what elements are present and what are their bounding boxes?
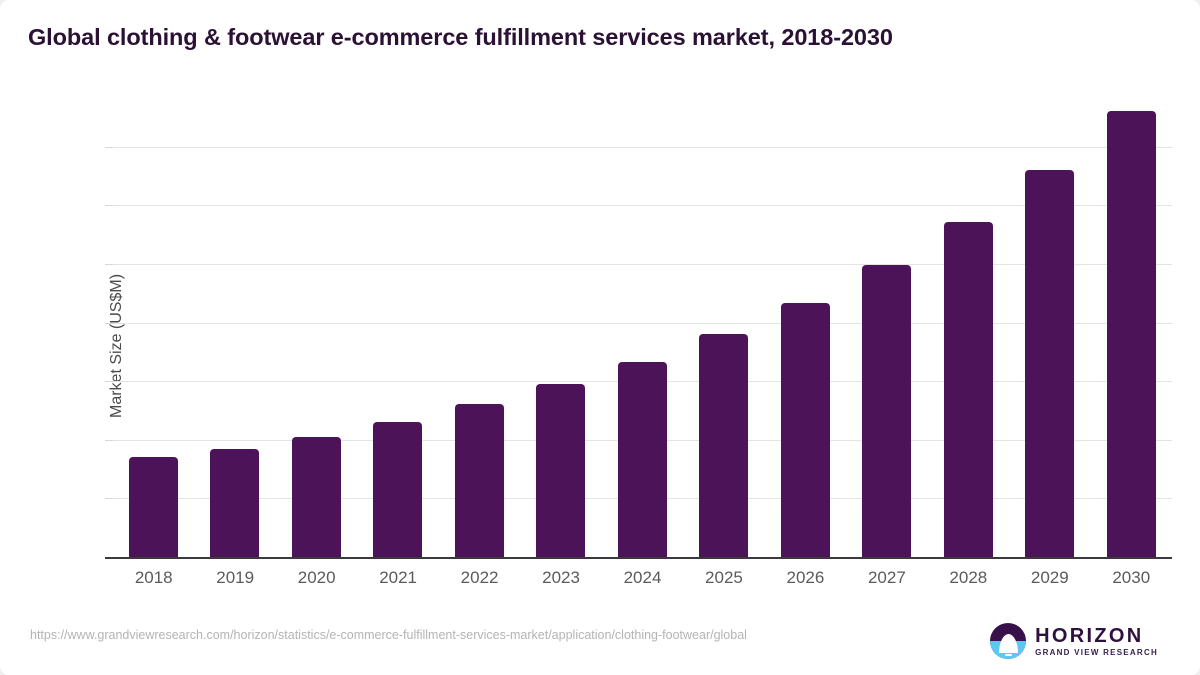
bar[interactable]: [373, 421, 423, 557]
bar[interactable]: [1025, 170, 1075, 557]
bar[interactable]: [291, 436, 341, 557]
bar-slot: [765, 100, 846, 557]
x-axis-tick-label: 2030: [1112, 568, 1151, 587]
bar-slot: [1091, 100, 1172, 557]
y-axis-tick-mark: [105, 381, 113, 383]
x-axis-line: [105, 557, 1172, 559]
bar-slot: [846, 100, 927, 557]
bar[interactable]: [699, 334, 749, 557]
y-axis-tick-mark: [105, 205, 113, 207]
gridline: [113, 205, 1172, 207]
bar-slot: [683, 100, 764, 557]
logo-ray-2: [1002, 650, 1014, 652]
logo-ray-1: [1000, 646, 1016, 649]
y-axis-tick-mark: [105, 322, 113, 324]
logo-name: HORIZON: [1035, 624, 1144, 647]
bar-slot: [439, 100, 520, 557]
x-axis-tick-label: 2028: [949, 568, 988, 587]
horizon-logo-icon: [990, 623, 1027, 659]
bar[interactable]: [536, 384, 586, 557]
bar-slot: [1009, 100, 1090, 557]
y-axis-tick-mark: [105, 146, 113, 148]
bar[interactable]: [780, 302, 830, 557]
bar[interactable]: [210, 449, 260, 557]
x-axis-tick-label: 2029: [1030, 568, 1069, 587]
bar[interactable]: [129, 456, 178, 557]
bar[interactable]: [943, 221, 993, 557]
x-axis-tick-label: 2025: [705, 568, 743, 587]
x-axis-tick-label: 2020: [297, 568, 336, 587]
bar-slot: [602, 100, 683, 557]
logo-ray-3: [1004, 653, 1012, 656]
bar-series: [113, 100, 1172, 557]
plot-area: Market Size (US$M) 010k20k30k40k50k60k70…: [105, 100, 1172, 587]
source-url[interactable]: https://www.grandviewresearch.com/horizo…: [30, 628, 747, 642]
y-axis-tick-mark: [105, 498, 113, 500]
x-axis-tick-label: 2023: [542, 568, 580, 587]
gridline: [113, 322, 1172, 324]
logo-wordmark: HORIZON GRAND VIEW RESEARCH: [1035, 626, 1158, 657]
logo-dome-shape: [998, 634, 1018, 654]
bar-slot: [276, 100, 357, 557]
x-axis-tick-label: 2021: [379, 568, 418, 587]
bar-slot: [928, 100, 1009, 557]
page-title: Global clothing & footwear e-commerce fu…: [28, 24, 893, 50]
horizon-logo[interactable]: HORIZON GRAND VIEW RESEARCH: [990, 620, 1158, 662]
x-axis-tick-label: 2027: [867, 568, 906, 587]
bar-slot: [194, 100, 275, 557]
x-axis-tick-label: 2022: [460, 568, 499, 587]
x-axis-tick-label: 2024: [623, 568, 662, 587]
bar[interactable]: [862, 265, 912, 557]
gridline: [113, 146, 1172, 148]
y-axis-tick-mark: [105, 439, 113, 441]
bar[interactable]: [1106, 111, 1156, 557]
bar-slot: [113, 100, 194, 557]
logo-tagline: GRAND VIEW RESEARCH: [1035, 647, 1158, 657]
x-axis-tick-label: 2026: [786, 568, 825, 587]
bar-slot: [357, 100, 438, 557]
x-axis-tick-label: 2019: [216, 568, 255, 587]
bar[interactable]: [617, 362, 667, 557]
y-axis-tick-mark: [105, 264, 113, 266]
bar[interactable]: [454, 404, 504, 557]
x-axis-tick-label: 2018: [134, 568, 173, 587]
gridline: [113, 264, 1172, 266]
bar-slot: [520, 100, 601, 557]
